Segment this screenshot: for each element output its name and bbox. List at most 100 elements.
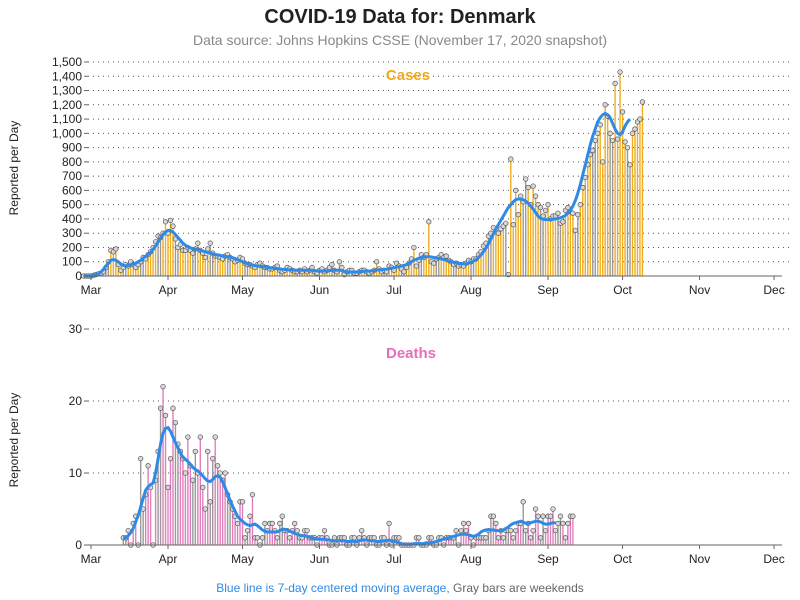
- deaths-point: [254, 535, 261, 541]
- cases-point: [530, 183, 536, 189]
- cases-point: [542, 207, 549, 214]
- deaths-gridlines: [88, 328, 790, 474]
- x-tick-label: Sep: [537, 552, 559, 566]
- chart-title: COVID-19 Data for: Denmark: [264, 6, 536, 28]
- cases-point: [624, 144, 631, 151]
- cases-bars: [92, 71, 644, 276]
- y-tick-label: 300: [62, 226, 82, 240]
- deaths-x-ticks: Mar Apr May Jun Jul Aug Sep Oct Nov Dec: [81, 545, 785, 566]
- cases-point: [195, 240, 201, 246]
- cases-point: [577, 202, 583, 208]
- cases-gridlines: [88, 61, 790, 263]
- y-tick-label: 0: [75, 538, 82, 552]
- deaths-point: [453, 527, 459, 534]
- weekend-note: Gray bars are weekends: [453, 581, 584, 595]
- deaths-point: [182, 470, 189, 476]
- deaths-point: [160, 383, 166, 390]
- y-tick-label: 900: [62, 141, 82, 155]
- x-tick-label: May: [231, 552, 254, 566]
- deaths-point: [540, 513, 546, 519]
- deaths-point: [242, 535, 248, 541]
- cases-point: [190, 250, 196, 256]
- deaths-point: [493, 520, 499, 527]
- y-tick-label: 700: [62, 169, 82, 183]
- deaths-point: [205, 448, 211, 455]
- deaths-point: [207, 499, 213, 505]
- deaths-point: [530, 527, 536, 534]
- deaths-point: [217, 470, 223, 476]
- deaths-point: [550, 506, 556, 512]
- cases-point: [600, 159, 606, 165]
- x-tick-label: Apr: [159, 283, 178, 297]
- deaths-point: [167, 455, 174, 462]
- deaths-point: [495, 535, 502, 541]
- cases-point: [590, 147, 596, 154]
- cases-y-ticks: 01002003004005006007008009001,0001,1001,…: [52, 55, 88, 283]
- deaths-point: [190, 477, 196, 483]
- deaths-point: [510, 535, 516, 541]
- cases-point: [570, 210, 576, 216]
- deaths-point: [247, 513, 253, 519]
- deaths-point: [527, 535, 534, 541]
- y-tick-label: 20: [69, 394, 83, 408]
- deaths-point: [292, 520, 298, 527]
- cases-point: [532, 193, 539, 199]
- cases-point: [617, 69, 623, 75]
- cases-point: [170, 223, 176, 229]
- deaths-point: [532, 506, 539, 512]
- cases-point: [637, 116, 643, 122]
- cases-point: [329, 261, 335, 268]
- deaths-point: [172, 419, 179, 426]
- x-tick-label: Jun: [310, 552, 329, 566]
- deaths-point: [215, 463, 221, 469]
- deaths-point: [386, 520, 392, 527]
- deaths-point: [520, 499, 526, 505]
- deaths-point: [212, 434, 218, 440]
- cases-point: [632, 126, 638, 132]
- cases-point: [202, 254, 208, 261]
- x-tick-label: Aug: [460, 552, 481, 566]
- deaths-point: [547, 513, 554, 519]
- cases-point: [560, 219, 566, 225]
- cases-point: [411, 244, 417, 251]
- deaths-point: [274, 535, 280, 541]
- x-tick-label: Nov: [689, 552, 710, 566]
- chart-subtitle: Data source: Johns Hopkins CSSE (Novembe…: [193, 32, 607, 48]
- y-tick-label: 400: [62, 212, 82, 226]
- cases-x-ticks: Mar Apr May Jun Jul Aug Sep Oct Nov Dec: [81, 276, 785, 297]
- y-tick-label: 1,000: [52, 126, 82, 140]
- cases-point: [612, 80, 618, 87]
- cases-point: [426, 219, 432, 225]
- deaths-point: [279, 513, 285, 519]
- cases-point: [537, 204, 544, 211]
- x-tick-label: Oct: [613, 552, 632, 566]
- deaths-point: [138, 455, 144, 462]
- cases-point: [595, 130, 601, 136]
- cases-point: [495, 230, 502, 236]
- deaths-point: [210, 455, 216, 462]
- y-tick-label: 200: [62, 240, 82, 254]
- deaths-point: [165, 484, 171, 491]
- deaths-point: [508, 527, 514, 534]
- x-tick-label: Oct: [613, 283, 632, 297]
- cases-point: [515, 212, 521, 218]
- x-tick-label: Dec: [763, 552, 784, 566]
- deaths-point: [259, 535, 266, 541]
- cases-point: [629, 130, 636, 136]
- deaths-y-ticks: 0 10 20 30: [69, 322, 88, 552]
- cases-panel-title: Cases: [386, 67, 430, 84]
- cases-point: [525, 184, 531, 191]
- moving-average-note: Blue line is 7-day centered moving avera…: [216, 581, 450, 595]
- cases-y-axis-label: Reported per Day: [7, 121, 21, 216]
- deaths-point: [562, 535, 569, 541]
- deaths-point: [460, 520, 467, 527]
- deaths-moving-average-line: [123, 425, 556, 546]
- y-tick-label: 500: [62, 198, 82, 212]
- y-tick-label: 1,200: [52, 98, 82, 112]
- cases-point: [523, 176, 529, 182]
- cases-point: [602, 102, 608, 108]
- cases-point: [167, 217, 174, 224]
- x-tick-label: Mar: [81, 283, 102, 297]
- deaths-point: [565, 520, 571, 527]
